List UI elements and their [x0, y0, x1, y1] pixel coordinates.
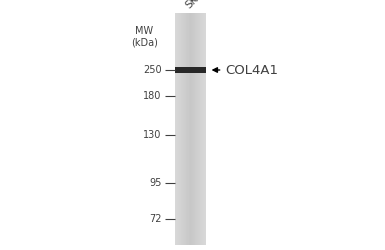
Bar	[190, 12, 191, 245]
Bar	[189, 12, 190, 245]
Bar	[186, 12, 187, 245]
Bar	[181, 12, 182, 245]
Text: MW
(kDa): MW (kDa)	[131, 26, 158, 48]
Bar	[201, 12, 202, 245]
Bar	[200, 12, 201, 245]
Bar	[200, 12, 201, 245]
Bar	[194, 12, 195, 245]
Bar	[204, 12, 205, 245]
Bar	[198, 12, 199, 245]
Bar	[204, 12, 205, 245]
Bar	[187, 12, 188, 245]
Text: 95: 95	[149, 178, 162, 188]
Bar	[178, 12, 179, 245]
Bar	[203, 12, 204, 245]
Bar	[183, 12, 184, 245]
Text: 250: 250	[143, 65, 162, 75]
Bar	[181, 12, 182, 245]
Bar	[182, 12, 183, 245]
Bar	[195, 12, 196, 245]
Text: 180: 180	[143, 91, 162, 101]
Bar	[176, 12, 177, 245]
Bar	[186, 12, 187, 245]
Bar	[201, 12, 202, 245]
Bar	[180, 12, 181, 245]
Bar	[197, 12, 198, 245]
Bar	[192, 12, 193, 245]
Bar	[195, 12, 196, 245]
Bar	[178, 12, 179, 245]
Bar	[202, 12, 203, 245]
Text: SK-N-SH: SK-N-SH	[184, 0, 220, 10]
Bar	[197, 12, 198, 245]
Bar	[196, 12, 197, 245]
Bar	[184, 12, 185, 245]
Bar	[184, 12, 185, 245]
Text: 130: 130	[143, 130, 162, 140]
Bar	[189, 12, 190, 245]
Bar	[191, 12, 192, 245]
Bar	[185, 12, 186, 245]
Bar	[175, 12, 176, 245]
Bar	[187, 12, 188, 245]
Bar	[193, 12, 194, 245]
Bar	[199, 12, 200, 245]
Bar	[175, 67, 206, 73]
Text: COL4A1: COL4A1	[225, 64, 278, 76]
Bar	[180, 12, 181, 245]
Bar	[203, 12, 204, 245]
Bar	[179, 12, 180, 245]
Bar	[188, 12, 189, 245]
Bar	[198, 12, 199, 245]
Text: 72: 72	[149, 214, 162, 224]
Bar	[205, 12, 206, 245]
Bar	[183, 12, 184, 245]
Bar	[192, 12, 193, 245]
Bar	[177, 12, 178, 245]
